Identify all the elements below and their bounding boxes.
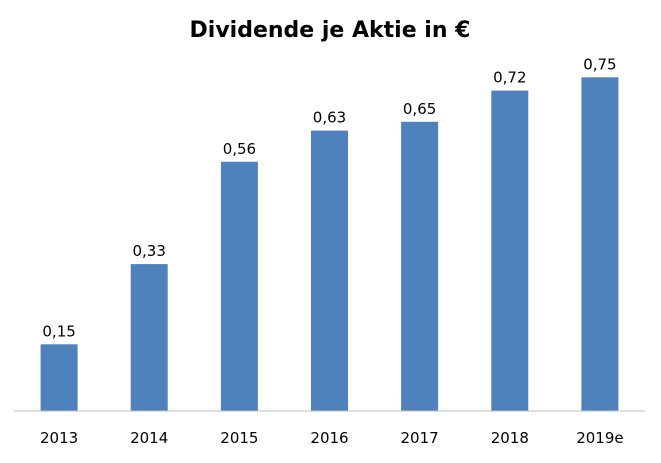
x-tick-label-2019e: 2019e: [576, 429, 623, 447]
x-tick-label-2016: 2016: [310, 429, 348, 447]
x-tick-label-2017: 2017: [401, 429, 439, 447]
value-label-2016: 0,63: [313, 109, 346, 127]
chart-title: Dividende je Aktie in €: [190, 18, 471, 43]
bar-group: [40, 77, 619, 412]
value-label-2018: 0,72: [493, 69, 526, 87]
bar-2016: [311, 130, 348, 411]
x-tick-label-2013: 2013: [40, 429, 78, 447]
value-label-2014: 0,33: [132, 242, 165, 260]
value-label-2017: 0,65: [403, 100, 436, 118]
bar-2015: [220, 161, 258, 411]
bar-2014: [130, 264, 168, 411]
bar-2018: [491, 90, 529, 411]
x-tick-label-2015: 2015: [220, 429, 258, 447]
bar-2017: [401, 121, 439, 412]
x-tick-label-group: 2013 2014 2015 2016 2017 2018 2019e: [40, 429, 624, 447]
x-tick-label-2018: 2018: [491, 429, 529, 447]
bar-2019e: [581, 77, 619, 412]
value-label-2013: 0,15: [42, 322, 75, 340]
x-tick-label-2014: 2014: [130, 429, 168, 447]
value-label-group: 0,15 0,33 0,56 0,63 0,65 0,72 0,75: [42, 55, 616, 340]
bar-2013: [40, 344, 78, 412]
value-label-2015: 0,56: [223, 140, 256, 158]
value-label-2019e: 0,75: [583, 55, 616, 73]
